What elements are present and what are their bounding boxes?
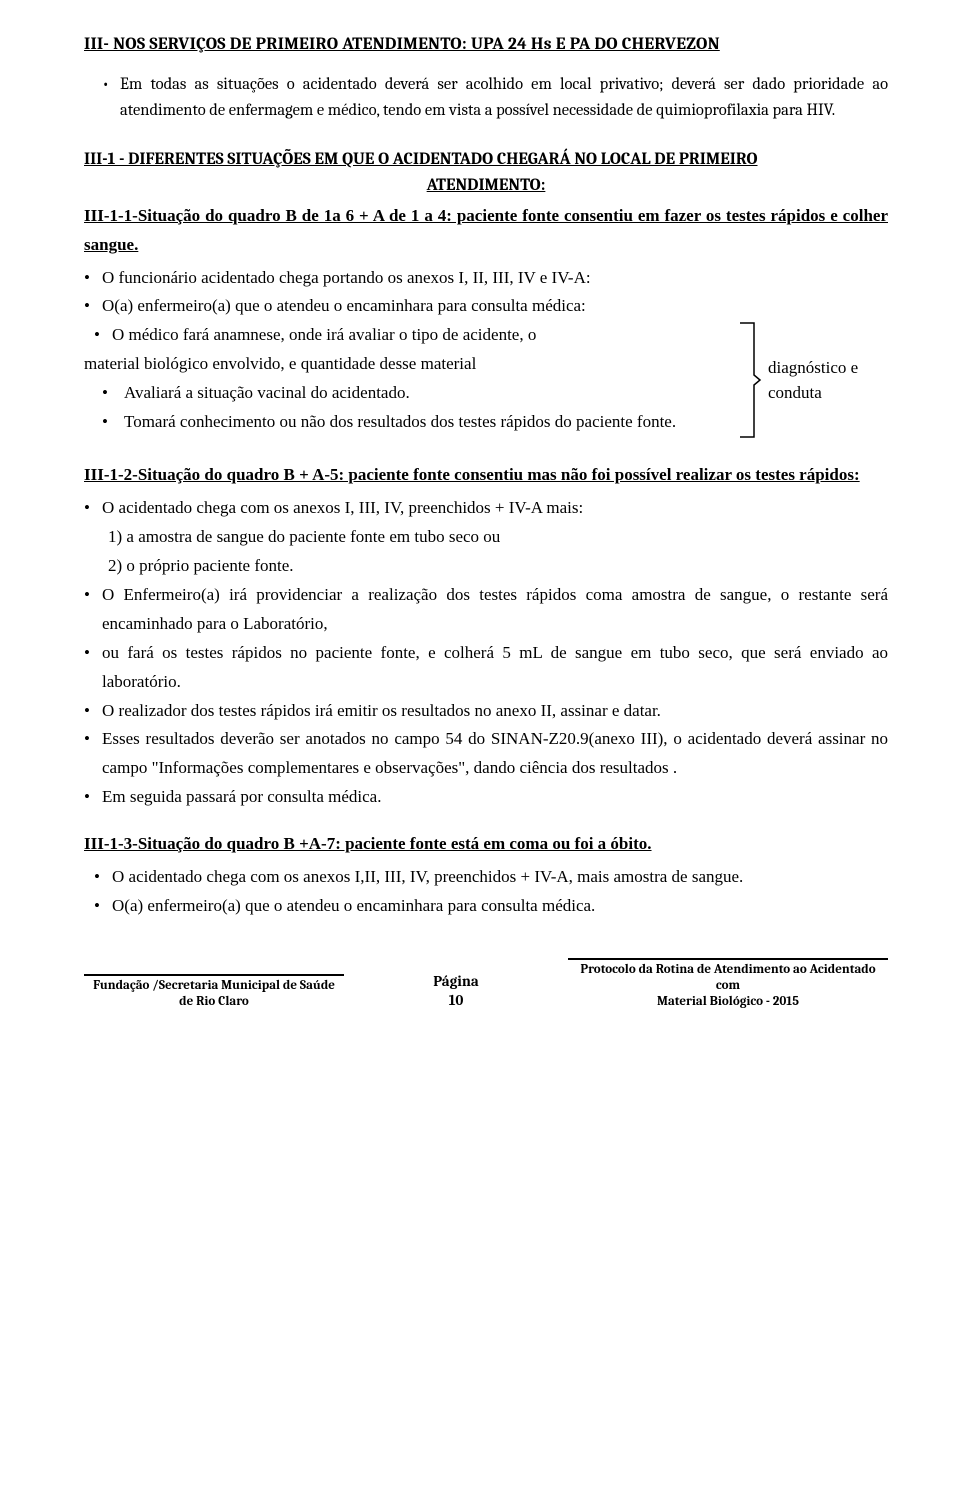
situation-1-2-list: •O acidentado chega com os anexos I, III… [84,494,888,812]
footer-right-line2: Material Biológico - 2015 [657,994,799,1009]
intro-text: Em todas as situações o acidentado dever… [120,72,888,123]
bullet-icon: • [84,697,102,726]
list-item: Esses resultados deverão ser anotados no… [102,725,888,783]
bullet-icon: • [94,892,112,921]
section-iii-1-heading: III-1 - DIFERENTES SITUAÇÕES EM QUE O AC… [84,147,888,200]
bullet-icon: • [84,292,102,321]
list-item: O acidentado chega com os anexos I,II, I… [112,863,888,892]
situation-1-1-heading: III-1-1-Situação do quadro B de 1a 6 + A… [84,202,888,260]
footer-right: Protocolo da Rotina de Atendimento ao Ac… [568,958,888,1011]
footer-page-label: Página [433,972,479,990]
list-item: Avaliará a situação vacinal do acidentad… [124,379,730,408]
footer-page-number: 10 [449,991,464,1009]
bullet-icon: • [102,72,120,123]
situation-1-3-list: •O acidentado chega com os anexos I,II, … [84,863,888,921]
situation-1-1-list: •O funcionário acidentado chega portando… [84,264,888,440]
bullet-icon: • [84,264,102,293]
bullet-icon: • [84,494,102,523]
list-item: Em seguida passará por consulta médica. [102,783,888,812]
bracket-group: •O médico fará anamnese, onde irá avalia… [84,321,888,439]
list-item: O realizador dos testes rápidos irá emit… [102,697,888,726]
list-item: Tomará conhecimento ou não dos resultado… [124,408,730,437]
bullet-icon: • [84,783,102,812]
situation-1-3-heading: III-1-3-Situação do quadro B +A-7: pacie… [84,830,888,859]
numbered-item: 2) o próprio paciente fonte. [84,552,888,581]
list-item-cont: material biológico envolvido, e quantida… [84,350,730,379]
list-item: O(a) enfermeiro(a) que o atendeu o encam… [112,892,888,921]
list-item: ou fará os testes rápidos no paciente fo… [102,639,888,697]
footer-right-line1: Protocolo da Rotina de Atendimento ao Ac… [580,962,875,993]
list-item: O médico fará anamnese, onde irá avaliar… [112,321,730,350]
heading-line2: ATENDIMENTO: [84,173,888,199]
bullet-icon: • [102,379,124,408]
bullet-icon: • [84,581,102,639]
bullet-icon: • [94,863,112,892]
bullet-icon: • [102,408,124,437]
list-item: O funcionário acidentado chega portando … [102,264,888,293]
section-title-iii: III- NOS SERVIÇOS DE PRIMEIRO ATENDIMENT… [84,34,888,54]
footer-left-line2: de Rio Claro [179,994,249,1009]
bracket-icon [736,321,762,439]
list-item: O acidentado chega com os anexos I, III,… [102,494,888,523]
list-item: O(a) enfermeiro(a) que o atendeu o encam… [102,292,888,321]
footer-left-line1: Fundação /Secretaria Municipal de Saúde [93,978,335,993]
intro-paragraph: • Em todas as situações o acidentado dev… [84,72,888,123]
bullet-icon: • [84,639,102,697]
heading-line1: III-1 - DIFERENTES SITUAÇÕES EM QUE O AC… [84,150,758,169]
list-item: O Enfermeiro(a) irá providenciar a reali… [102,581,888,639]
footer-left: Fundação /Secretaria Municipal de Saúde … [84,974,344,1011]
footer-center: Página 10 [433,972,479,1011]
bullet-icon: • [94,321,112,350]
bracket-label: diagnóstico e conduta [768,321,888,439]
situation-1-2-heading: III-1-2-Situação do quadro B + A-5: paci… [84,461,888,490]
page-footer: Fundação /Secretaria Municipal de Saúde … [84,958,888,1011]
numbered-item: 1) a amostra de sangue do paciente fonte… [84,523,888,552]
bullet-icon: • [84,725,102,783]
